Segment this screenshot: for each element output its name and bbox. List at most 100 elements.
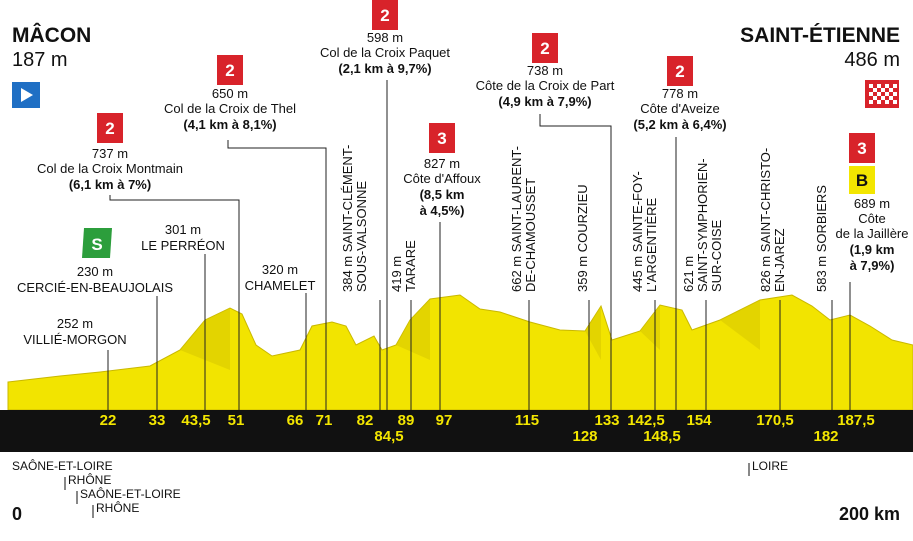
km-marker: 187,5 <box>837 412 875 429</box>
km-marker: 82 <box>357 412 374 429</box>
km-marker: 133 <box>594 412 619 429</box>
climb-detail: (2,1 km à 9,7%) <box>338 61 431 76</box>
category-icon <box>667 56 693 86</box>
km-marker: 170,5 <box>756 412 794 429</box>
axis-end: 200 km <box>839 504 900 524</box>
place-label: 583 m SORBIERS <box>814 185 829 292</box>
place-label: 662 m SAINT-LAURENT- <box>509 146 524 292</box>
place-label: CERCIÉ-EN-BEAUJOLAIS <box>17 280 173 295</box>
place-label: L'ARGENTIÈRE <box>644 197 659 292</box>
finish-name: SAINT-ÉTIENNE <box>740 24 900 47</box>
climb-name: Côte d'Aveize <box>640 101 720 116</box>
climb-name: de la Jaillère <box>836 226 909 241</box>
climb-altitude: 737 m <box>92 146 128 161</box>
start-altitude: 187 m <box>12 49 68 71</box>
km-marker: 115 <box>515 412 539 429</box>
climb-altitude: 650 m <box>212 86 248 101</box>
finish-altitude: 486 m <box>844 49 900 71</box>
climb-name: Col de la Croix Paquet <box>320 45 450 60</box>
finish-flag <box>865 80 899 108</box>
climb-detail: à 7,9%) <box>850 258 895 273</box>
km-marker: 148,5 <box>643 428 681 445</box>
climb-name: Côte <box>858 211 885 226</box>
km-marker: 43,5 <box>181 412 210 429</box>
place-label: SUR-COISE <box>709 219 724 292</box>
place-label: 359 m COURZIEU <box>575 184 590 292</box>
climb-altitude: 778 m <box>662 86 698 101</box>
place-label: LE PERRÉON <box>141 238 225 253</box>
climb-altitude: 598 m <box>367 30 403 45</box>
category-icon <box>97 113 123 143</box>
place-label: VILLIÉ-MORGON <box>23 332 126 347</box>
start-flag-arrow <box>21 88 33 102</box>
category: 2 <box>225 61 234 80</box>
climb-detail: (1,9 km <box>850 242 895 257</box>
leader-line <box>109 195 240 410</box>
axis-start: 0 <box>12 504 22 524</box>
km-marker: 22 <box>100 412 117 429</box>
category-icon <box>217 55 243 85</box>
km-marker: 154 <box>686 412 712 429</box>
region: SAÔNE-ET-LOIRE <box>12 458 113 473</box>
place-label: SAINT-SYMPHORIEN- <box>695 158 710 292</box>
place-label: SOUS-VALSONNE <box>354 181 369 292</box>
climb-shade <box>180 299 760 370</box>
category-icon <box>429 123 455 153</box>
region: LOIRE <box>752 459 788 473</box>
category: 2 <box>380 6 389 25</box>
category: 2 <box>540 39 549 58</box>
climb-name: Col de la Croix de Thel <box>164 101 296 116</box>
region: RHÔNE <box>96 500 139 515</box>
category: 3 <box>857 139 866 158</box>
place-label: 301 m <box>165 222 201 237</box>
bonus-icon <box>849 166 875 194</box>
climb-name: Côte d'Affoux <box>403 171 481 186</box>
place-label: 419 m <box>389 256 404 292</box>
place-label: 384 m SAINT-CLÉMENT- <box>340 145 355 292</box>
climb-detail: (4,9 km à 7,9%) <box>498 94 591 109</box>
place-label: 621 m <box>681 256 696 292</box>
category: 2 <box>105 119 114 138</box>
km-marker: 84,5 <box>374 428 403 445</box>
km-band <box>0 410 913 452</box>
km-marker: 142,5 <box>627 412 665 429</box>
category: 3 <box>437 129 446 148</box>
place-label: 445 m SAINTE-FOY- <box>630 171 645 292</box>
km-marker: 89 <box>398 412 415 429</box>
climb-detail: (8,5 km <box>420 187 465 202</box>
climb-detail: (6,1 km à 7%) <box>69 177 151 192</box>
climb-altitude: 689 m <box>854 196 890 211</box>
climb-detail: (4,1 km à 8,1%) <box>183 117 276 132</box>
category-icon <box>532 33 558 63</box>
place-label: TARARE <box>403 240 418 292</box>
climb-altitude: 827 m <box>424 156 460 171</box>
km-marker: 97 <box>436 412 453 429</box>
climb-name: Col de la Croix Montmain <box>37 161 183 176</box>
place-label: 826 m SAINT-CHRISTO- <box>758 148 773 292</box>
start-name: MÂCON <box>12 23 91 47</box>
km-marker: 66 <box>287 412 304 429</box>
place-label: 320 m <box>262 262 298 277</box>
region: SAÔNE-ET-LOIRE <box>80 486 181 501</box>
climb-name: Côte de la Croix de Part <box>476 78 615 93</box>
place-label: CHAMELET <box>245 278 316 293</box>
category: 2 <box>675 62 684 81</box>
place-label: DE-CHAMOUSSET <box>523 178 538 292</box>
leader-line <box>227 140 327 410</box>
sprint-icon <box>82 228 112 258</box>
leader-line <box>539 114 612 410</box>
category-icon <box>849 133 875 163</box>
climb-altitude: 738 m <box>527 63 563 78</box>
km-marker: 33 <box>149 412 166 429</box>
km-marker: 51 <box>228 412 245 429</box>
km-marker: 71 <box>316 412 333 429</box>
category-icon <box>372 0 398 30</box>
km-marker: 128 <box>572 428 597 445</box>
profile <box>7 294 913 411</box>
region: RHÔNE <box>68 472 111 487</box>
sprint: S <box>91 235 102 254</box>
climb-detail: à 4,5%) <box>420 203 465 218</box>
climb-detail: (5,2 km à 6,4%) <box>633 117 726 132</box>
bonus: B <box>856 171 868 190</box>
